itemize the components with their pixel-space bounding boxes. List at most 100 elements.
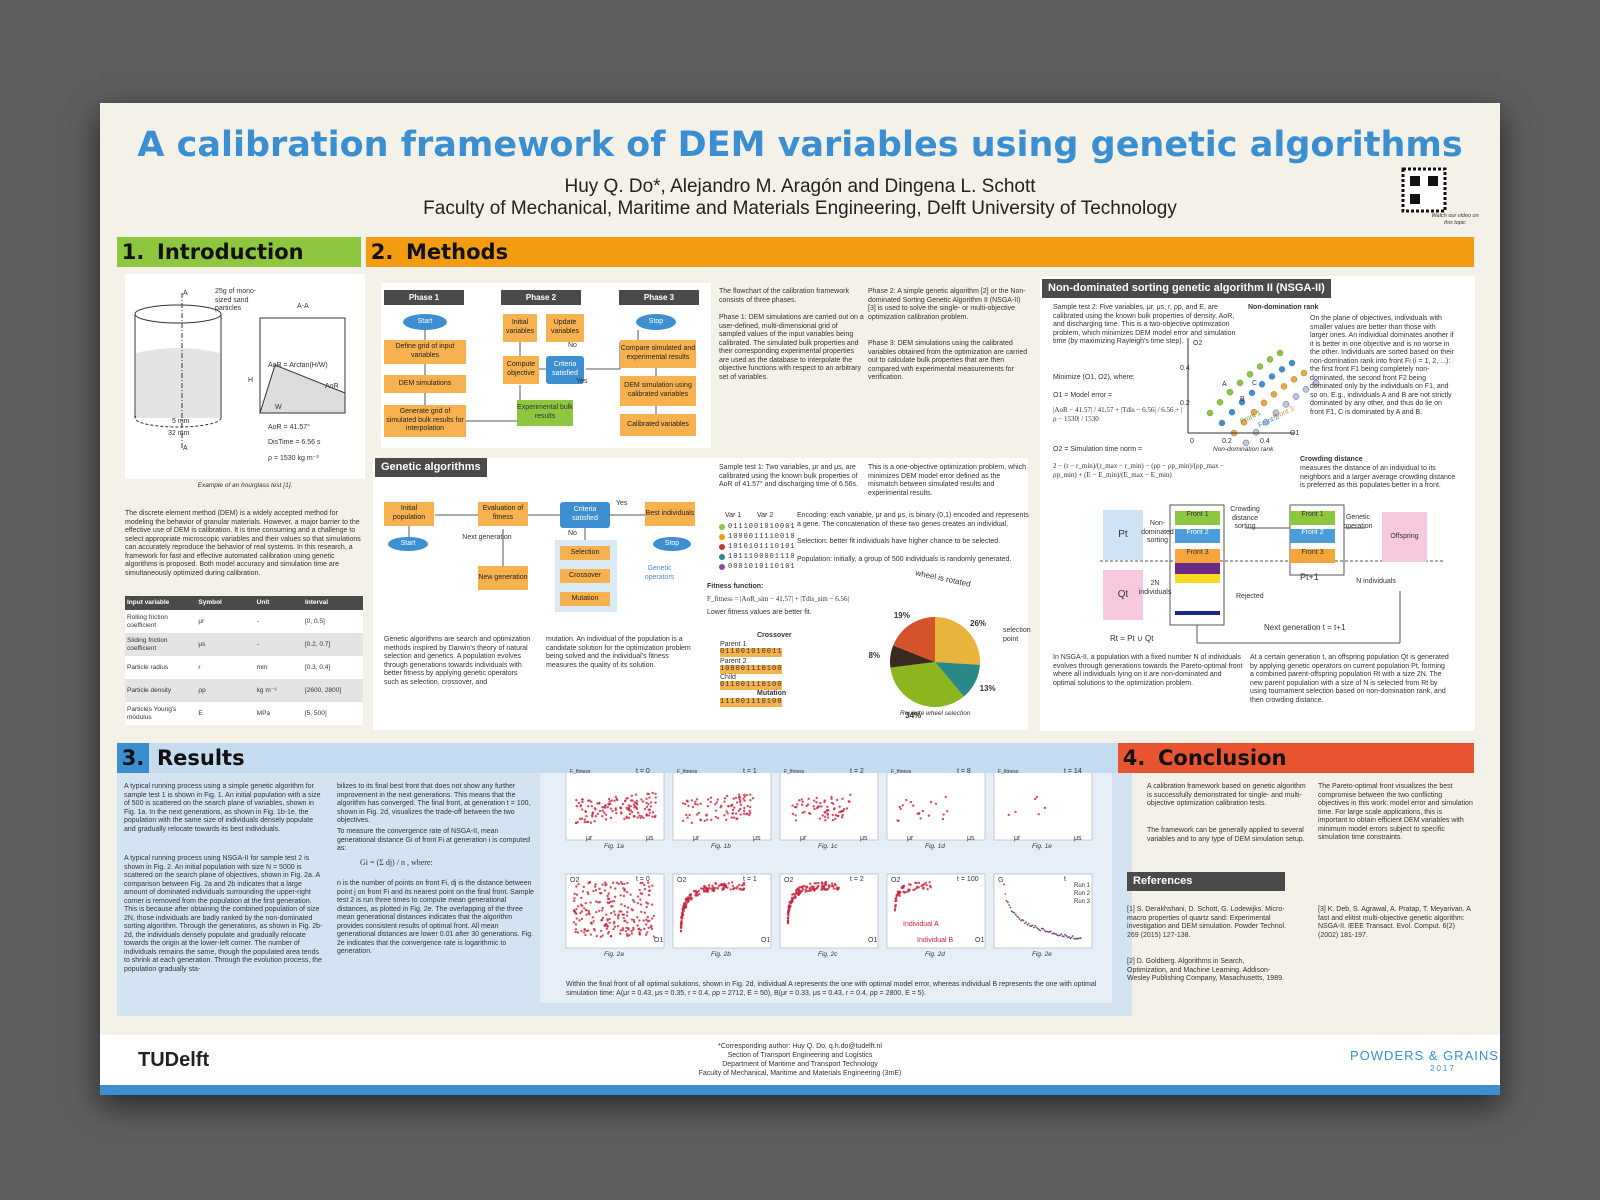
scatter-dot (745, 793, 748, 797)
conclusion-refs: [3] K. Deb, S. Agrawal, A. Pratap, T. Me… (1318, 906, 1471, 939)
conclusion-col1b: The framework can be generally applied t… (1147, 827, 1305, 843)
scatter-dot (722, 887, 726, 891)
run-dot (1004, 893, 1007, 895)
scatter-dot (641, 881, 644, 884)
scatter-dot (594, 888, 598, 892)
scatter-dot (624, 799, 627, 803)
scatter-dot (685, 897, 688, 900)
scatter-dot (613, 925, 617, 928)
fig-axis-mu-r: μr (907, 835, 914, 842)
scatter-dot (826, 816, 830, 819)
scatter-dot (730, 881, 734, 884)
table-row: Particle radius r mm [0.3, 0.4] (125, 656, 363, 679)
ga-encoding: Encoding: each variable, μr and μs, is b… (797, 512, 1029, 528)
run-dot (1038, 928, 1040, 931)
scatter-dot (734, 812, 738, 815)
fig-axis-f: F_fitness (891, 769, 912, 775)
scatter-dot (606, 918, 609, 921)
scatter-dot (681, 908, 685, 911)
scatter-dot (626, 910, 629, 914)
scatter-dot (624, 929, 628, 933)
table-row: Sliding friction coefficient μs - [0.2, 0.7… (125, 633, 363, 656)
table-cell: - (256, 617, 259, 625)
scatter-dot (894, 899, 897, 903)
scatter-dot (791, 893, 794, 896)
scatter-dot (813, 882, 816, 885)
scatter-dot (688, 894, 692, 898)
table-cell: [0, 0.5] (304, 617, 325, 625)
table-header: Interval (304, 599, 329, 607)
scatter-dot (817, 805, 821, 808)
ga-bits: 1000011110010 (728, 533, 796, 541)
scatter-dot (573, 899, 576, 903)
scatter-dot (745, 813, 748, 816)
scatter-dot (645, 905, 648, 909)
scatter-dot (620, 880, 623, 884)
scatter-dot (623, 904, 627, 908)
flow-no: No (568, 530, 577, 537)
scatter-dot (733, 806, 736, 809)
section-bar (1118, 743, 1474, 773)
scatter-dot (620, 882, 624, 886)
scatter-dot (941, 817, 945, 821)
diagram-rt: Rt = Pt ∪ Qt (1110, 634, 1154, 643)
front-dot (1218, 419, 1226, 427)
scatter-dot (641, 800, 645, 803)
run-dot (1047, 931, 1050, 933)
scatter-dot (625, 815, 628, 818)
nsga-crowding-title: Crowding distance (1300, 456, 1363, 463)
scatter-dot (681, 819, 685, 823)
scatter-dot (714, 803, 717, 806)
scatter-dot (603, 881, 607, 884)
scatter-dot (585, 814, 588, 818)
results-formula: Gi = (Σ dj) / n , where: (360, 858, 433, 867)
scatter-dot (737, 793, 741, 796)
scatter-dot (636, 816, 639, 819)
scatter-dot (840, 816, 844, 819)
scatter-dot (926, 887, 929, 891)
scatter-dot (573, 897, 576, 900)
diagram-pt1: Pt+1 (1300, 572, 1319, 582)
scatter-dot (651, 791, 654, 795)
scatter-dot (734, 796, 738, 800)
scatter-dot (727, 804, 730, 808)
scatter-dot (648, 919, 651, 923)
phases-phase3: Phase 3: DEM simulations using the calib… (868, 340, 1028, 382)
scatter-dot (746, 804, 749, 808)
scatter-dot (630, 794, 634, 797)
scatter-dot (601, 906, 604, 910)
scatter-dot (585, 913, 588, 916)
front-dot (1290, 376, 1298, 383)
scatter-dot (603, 889, 607, 892)
scatter-dot (912, 804, 915, 807)
intro-table-caption: DEM input variables for calibration. (194, 714, 296, 721)
scatter-dot (645, 801, 648, 805)
scatter-dot (618, 910, 621, 913)
front-dot (1288, 359, 1296, 367)
intro-number: 1. (117, 237, 149, 267)
results-heading: Results (157, 746, 245, 770)
scatter-dot (610, 900, 614, 903)
flow-phase2: Phase 2 (501, 290, 581, 305)
results-para1: A typical running process using a simple… (124, 783, 321, 833)
scatter-dot (748, 813, 751, 817)
scatter-dot (621, 928, 625, 932)
front-dot (1206, 409, 1214, 417)
scatter-dot (583, 818, 587, 821)
run-dot (1068, 935, 1070, 938)
diagram-n: N individuals (1356, 578, 1396, 585)
scatter-dot (591, 812, 595, 815)
scatter-dot (1035, 795, 1039, 799)
figures-t: t = 0 (636, 876, 650, 883)
section-bar (117, 237, 361, 267)
scatter-dot (622, 894, 626, 898)
scatter-dot (827, 809, 830, 812)
fig-axis-runs: Run 2 (1074, 891, 1091, 897)
fig-axis-o1: O1 (975, 937, 985, 944)
figure-frame (672, 765, 772, 841)
scatter-dot (705, 814, 708, 817)
scatter-dot (619, 894, 622, 897)
scatter-dot (588, 799, 591, 802)
scatter-dot (817, 881, 820, 885)
scatter-dot (909, 883, 912, 886)
